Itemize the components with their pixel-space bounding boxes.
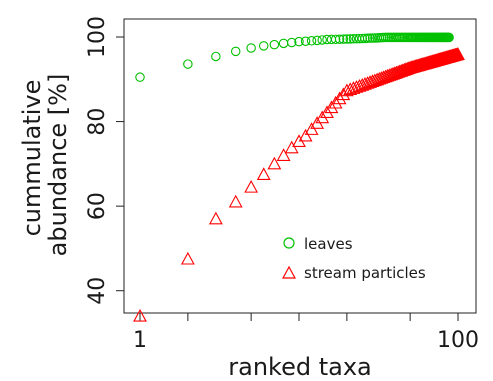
leaves-point (345, 34, 355, 44)
leaves-point (357, 33, 368, 44)
stream-particles-point (304, 122, 319, 135)
stream-particles-point (276, 148, 291, 161)
stream-particles-point (324, 100, 339, 114)
leaves-point (300, 36, 311, 46)
legend: leaves stream particles (281, 235, 426, 282)
leaves-point (317, 35, 327, 45)
leaves-point (365, 33, 375, 43)
plot-box (123, 18, 477, 314)
stream-particles-point (298, 128, 313, 142)
legend-label-leaves: leaves (304, 235, 353, 253)
stream-particles-point (328, 95, 343, 109)
y-tick-label-100: 100 (85, 16, 110, 58)
leaves-point (330, 34, 341, 45)
y-tick-label-40: 40 (85, 277, 110, 305)
stream-particles-point (180, 251, 195, 265)
leaves-point (362, 33, 373, 44)
stream-particles-point (133, 308, 147, 322)
leaves-point (294, 36, 304, 47)
leaves-point (230, 46, 241, 57)
y-axis: 40 60 80 100 (85, 16, 124, 305)
x-axis: 1 100 (133, 313, 479, 353)
leaves-point (246, 43, 256, 53)
stream-particles-point (370, 72, 385, 86)
leaves-point (211, 51, 221, 62)
x-axis-label: ranked taxa (228, 353, 371, 381)
leaves-point (342, 34, 352, 44)
stream-particles-point (267, 156, 282, 170)
stream-particles-point (228, 194, 243, 208)
leaves-point (286, 37, 297, 48)
leaves-point (306, 36, 317, 46)
leaves-point (338, 34, 349, 44)
leaves-point (258, 41, 269, 51)
y-tick-label-60: 60 (85, 192, 110, 220)
leaves-point (312, 35, 322, 46)
stream-particles-point (332, 91, 347, 105)
leaves-point (334, 34, 345, 44)
stream-particles-point (346, 81, 361, 94)
stream-particles-point (284, 140, 299, 154)
stream-particles-point (320, 105, 334, 119)
leaves-point (278, 38, 289, 49)
leaves-point (360, 33, 370, 44)
leaves-point (269, 39, 280, 50)
legend-marker-stream-particles (281, 265, 297, 279)
stream-particles-point (367, 73, 382, 87)
stream-particles-point (208, 211, 223, 225)
y-axis-label-line-1: cummulative (18, 80, 46, 237)
stream-particles-point (256, 167, 271, 180)
x-tick-label-100: 100 (437, 328, 479, 353)
stream-particles-point (339, 83, 354, 97)
stream-particles-point (451, 47, 465, 60)
leaves-point (135, 72, 145, 82)
series-layer (133, 32, 465, 322)
x-tick-label-1: 1 (133, 328, 147, 353)
legend-marker-leaves (283, 237, 295, 249)
stream-particles-point (343, 82, 358, 96)
stream-particles-point (244, 179, 259, 193)
y-axis-label-line-2: abundance [%] (44, 74, 72, 257)
legend-label-stream-particles: stream particles (304, 264, 426, 282)
stream-particles-point (349, 80, 364, 93)
leaves-point (183, 59, 193, 69)
leaves-point (444, 32, 454, 43)
y-tick-label-80: 80 (85, 108, 110, 136)
